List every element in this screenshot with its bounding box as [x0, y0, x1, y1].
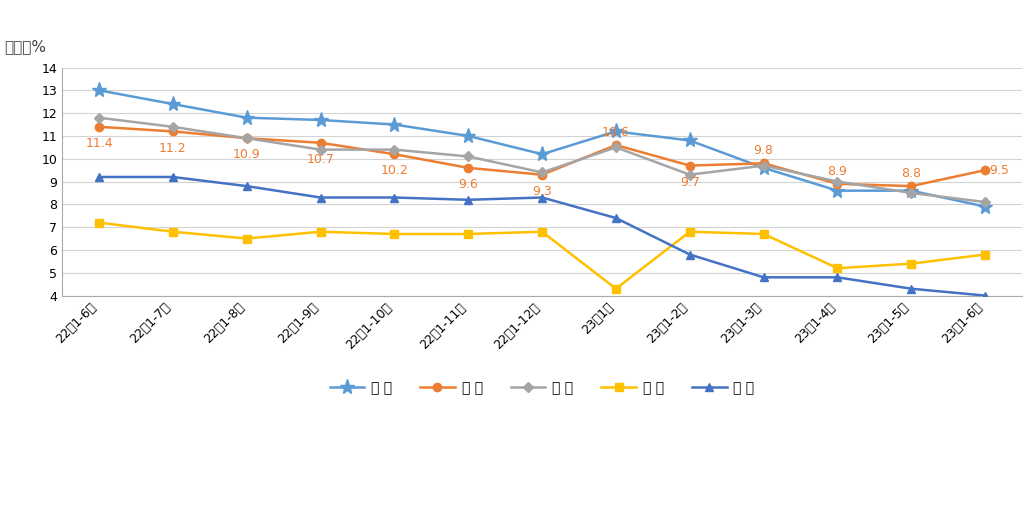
江 苏 [610, 128, 623, 134]
江 苏 [757, 165, 770, 171]
江 苏 [167, 101, 179, 107]
Line: 广 东: 广 东 [95, 219, 989, 293]
Text: 8.8: 8.8 [901, 167, 921, 180]
河 南 [757, 274, 770, 280]
江 苏 [93, 87, 106, 93]
浙 江 [536, 172, 548, 178]
浙 江 [462, 165, 474, 171]
浙 江 [388, 151, 401, 157]
山 东 [905, 190, 918, 196]
广 东 [240, 236, 253, 242]
广 东 [979, 251, 991, 258]
Text: 11.2: 11.2 [159, 141, 186, 155]
河 南 [314, 195, 326, 201]
浙 江 [905, 183, 918, 189]
广 东 [93, 220, 106, 226]
山 东 [314, 147, 326, 153]
河 南 [979, 293, 991, 299]
江 苏 [905, 188, 918, 194]
广 东 [905, 261, 918, 267]
浙 江 [93, 124, 106, 130]
山 东 [240, 135, 253, 141]
广 东 [462, 231, 474, 237]
山 东 [831, 178, 843, 185]
河 南 [167, 174, 179, 180]
Text: 9.8: 9.8 [754, 144, 774, 157]
广 东 [388, 231, 401, 237]
浙 江 [684, 163, 696, 169]
河 南 [536, 195, 548, 201]
浙 江 [610, 142, 623, 148]
江 苏 [314, 117, 326, 123]
Text: 10.9: 10.9 [233, 149, 261, 161]
山 东 [93, 115, 106, 121]
江 苏 [240, 115, 253, 121]
Text: 8.9: 8.9 [828, 165, 847, 178]
山 东 [757, 163, 770, 169]
Line: 江 苏: 江 苏 [91, 83, 992, 214]
Text: 9.7: 9.7 [680, 176, 699, 189]
Text: 10.7: 10.7 [307, 153, 335, 166]
Text: 9.5: 9.5 [989, 164, 1009, 176]
Line: 山 东: 山 东 [95, 114, 988, 205]
河 南 [462, 197, 474, 203]
Legend: 江 苏, 浙 江, 山 东, 广 东, 河 南: 江 苏, 浙 江, 山 东, 广 东, 河 南 [324, 376, 760, 401]
河 南 [93, 174, 106, 180]
浙 江 [831, 181, 843, 187]
浙 江 [757, 160, 770, 166]
山 东 [388, 147, 401, 153]
河 南 [684, 251, 696, 258]
浙 江 [167, 128, 179, 134]
河 南 [831, 274, 843, 280]
Text: 10.2: 10.2 [380, 164, 408, 177]
广 东 [314, 229, 326, 235]
河 南 [240, 183, 253, 189]
Line: 河 南: 河 南 [95, 173, 989, 300]
河 南 [905, 285, 918, 292]
山 东 [979, 199, 991, 205]
江 苏 [462, 133, 474, 139]
山 东 [462, 154, 474, 160]
广 东 [684, 229, 696, 235]
江 苏 [979, 204, 991, 210]
江 苏 [388, 122, 401, 128]
江 苏 [831, 188, 843, 194]
Line: 浙 江: 浙 江 [95, 123, 989, 190]
山 东 [536, 169, 548, 175]
山 东 [167, 124, 179, 130]
江 苏 [684, 137, 696, 143]
广 东 [167, 229, 179, 235]
江 苏 [536, 151, 548, 157]
Text: 9.3: 9.3 [533, 185, 552, 198]
Text: 11.4: 11.4 [85, 137, 113, 150]
Text: 9.6: 9.6 [458, 178, 478, 191]
浙 江 [240, 135, 253, 141]
山 东 [610, 144, 623, 151]
山 东 [684, 172, 696, 178]
广 东 [757, 231, 770, 237]
河 南 [388, 195, 401, 201]
广 东 [610, 285, 623, 292]
广 东 [831, 265, 843, 271]
浙 江 [314, 140, 326, 146]
Text: 单位：%: 单位：% [4, 39, 47, 54]
广 东 [536, 229, 548, 235]
河 南 [610, 215, 623, 221]
Text: 10.6: 10.6 [602, 126, 630, 139]
浙 江 [979, 167, 991, 173]
